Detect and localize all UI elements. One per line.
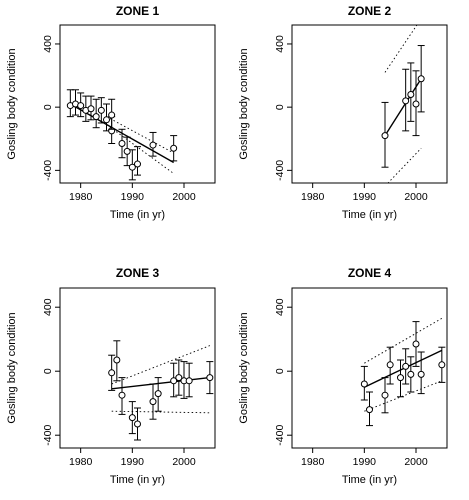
zone2-y-tick-label: -400	[274, 160, 286, 181]
zone4-x-tick-label: 1980	[301, 456, 325, 468]
zone2-title: ZONE 2	[348, 4, 392, 18]
zone3-x-axis-label: Time (in yr)	[110, 474, 165, 486]
zone3-data-point	[149, 398, 157, 406]
zone4-data-area	[360, 318, 446, 427]
zone4-data-point	[438, 361, 446, 369]
zone2-y-tick-label: 400	[274, 35, 286, 53]
zone2-ci-upper-line	[384, 25, 418, 73]
zone2-x-tick-label: 1990	[353, 191, 377, 203]
zone4-data-point	[386, 361, 394, 369]
zone4-y-axis-label: Gosling body condition	[238, 312, 250, 423]
zone2-ci-lower-line	[387, 147, 422, 183]
zone3-ci-upper-line	[111, 345, 210, 385]
zone3-panel: ZONE 3 1980 1990 2000 -400 0 400 Time (in yr) Go…	[6, 266, 216, 486]
zone3-data-point	[128, 414, 136, 422]
zone1-panel: ZONE 1 1980 1990 2000 -400 0 400 Time (in yr) Go…	[6, 4, 216, 221]
zone3-y-axis-label: Gosling body condition	[6, 312, 18, 423]
zone2-data-area	[381, 25, 425, 183]
zone2-x-tick-label: 1980	[301, 191, 325, 203]
zone2-plot-frame	[291, 24, 448, 184]
zone3-y-tick-label: 0	[42, 368, 54, 374]
zone2-x-axis-label: Time (in yr)	[342, 209, 397, 221]
zone3-x-tick-label: 1990	[121, 456, 145, 468]
zone4-data-point	[360, 380, 368, 388]
zone2-y-tick-label: 0	[274, 104, 286, 110]
zone4-x-axis-label: Time (in yr)	[342, 474, 397, 486]
zone2-panel: ZONE 2 1980 1990 2000 -400 0 400 Time (in yr) Go…	[238, 4, 448, 221]
zone1-data-point	[108, 111, 116, 119]
zone2-data-point	[412, 100, 420, 108]
zone4-data-point	[397, 374, 404, 382]
zone1-y-tick-label: 0	[42, 104, 54, 110]
zone1-data-point	[118, 140, 126, 147]
zone2-data-point	[381, 132, 389, 140]
zone3-x-tick-label: 2000	[172, 456, 196, 468]
zone1-data-point	[170, 144, 178, 152]
zone4-data-point	[366, 406, 373, 414]
zone4-data-point	[412, 340, 420, 348]
zone3-title: ZONE 3	[116, 266, 160, 280]
zone3-data-area	[108, 340, 214, 441]
zone1-data-area	[66, 89, 178, 181]
zone3-data-point	[170, 377, 178, 385]
zone4-y-tick-label: 0	[274, 368, 286, 374]
zone4-data-point	[402, 362, 410, 370]
zone4-y-tick-label: 400	[274, 298, 286, 316]
zone3-data-point	[118, 391, 126, 399]
zone1-data-point	[123, 147, 131, 155]
zone4-data-point	[417, 370, 425, 378]
zone3-y-tick-label: -400	[42, 425, 54, 446]
zone4-panel: ZONE 4 1980 1990 2000 -400 0 400 Time (in yr) Go…	[238, 266, 448, 486]
zone3-fit-line	[111, 376, 210, 390]
zone3-data-point	[175, 374, 183, 382]
zone1-data-point	[149, 141, 157, 149]
zone2-y-axis-label: Gosling body condition	[238, 48, 250, 159]
zone1-title: ZONE 1	[116, 4, 160, 18]
zone3-x-tick-label: 1980	[69, 456, 93, 468]
zone1-ci-upper-line	[106, 116, 174, 154]
zone4-fit-line	[364, 349, 443, 388]
zone3-data-point	[185, 377, 193, 385]
zone4-y-tick-label: -400	[274, 425, 286, 446]
zone4-ci-lower-line	[364, 380, 442, 412]
zone1-x-tick-label: 2000	[172, 191, 196, 203]
zone1-data-point	[103, 116, 110, 124]
zone3-ci-lower-line	[111, 410, 210, 414]
zone3-data-point	[134, 420, 141, 428]
zone1-data-point	[128, 163, 136, 171]
zone1-data-point	[134, 160, 141, 168]
zone2-x-tick-label: 2000	[404, 191, 428, 203]
zone4-title: ZONE 4	[348, 266, 392, 280]
zone1-x-tick-label: 1980	[69, 191, 93, 203]
zone1-y-tick-label: -400	[42, 160, 54, 181]
zone3-plot-frame	[59, 287, 216, 449]
zone3-data-point	[113, 356, 121, 364]
zone2-data-point	[402, 97, 410, 105]
zone4-data-point	[381, 391, 389, 399]
zone1-y-axis-label: Gosling body condition	[6, 48, 18, 159]
zone2-data-point	[407, 91, 415, 99]
zone4-data-point	[407, 370, 415, 378]
zone1-data-point	[97, 106, 105, 114]
zone1-data-point	[77, 102, 85, 110]
zone1-ci-lower-line	[106, 124, 174, 174]
zone1-x-axis-label: Time (in yr)	[110, 209, 165, 221]
zone3-data-point	[154, 390, 162, 398]
zone4-x-tick-label: 2000	[404, 456, 428, 468]
zone1-x-tick-label: 1990	[121, 191, 145, 203]
zone3-y-tick-label: 400	[42, 298, 54, 316]
zone3-data-point	[108, 369, 116, 377]
zone1-plot-frame	[59, 24, 216, 184]
zone2-fit-line	[384, 78, 422, 136]
zone1-y-tick-label: 400	[42, 35, 54, 53]
zone3-data-point	[206, 374, 214, 382]
zone1-data-point	[92, 113, 100, 121]
zone4-x-tick-label: 1990	[353, 456, 377, 468]
zone4-plot-frame	[291, 287, 448, 449]
zone4-ci-upper-line	[364, 318, 443, 364]
zone1-data-point	[87, 105, 95, 113]
zone2-data-point	[417, 75, 425, 83]
